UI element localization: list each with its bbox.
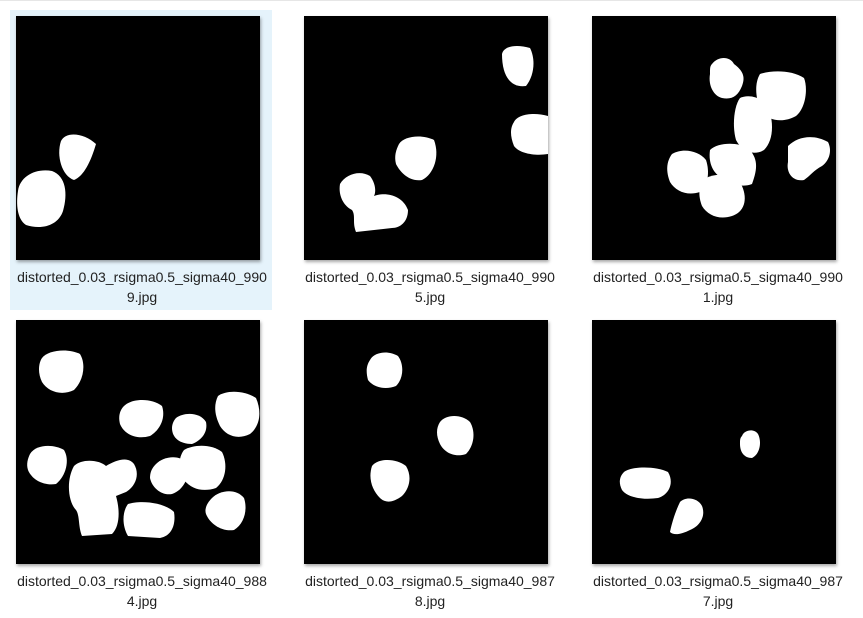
file-item[interactable]: distorted_0.03_rsigma0.5_sigma40_987 7.j…	[586, 314, 848, 614]
image-thumbnail	[592, 320, 836, 564]
image-thumbnail	[592, 16, 836, 260]
file-item[interactable]: distorted_0.03_rsigma0.5_sigma40_990 9.j…	[10, 10, 272, 310]
image-thumbnail	[304, 16, 548, 260]
mask-image	[366, 352, 474, 502]
image-thumbnail	[304, 320, 548, 564]
file-item[interactable]: distorted_0.03_rsigma0.5_sigma40_990 5.j…	[298, 10, 560, 310]
mask-image	[619, 430, 760, 535]
file-name: distorted_0.03_rsigma0.5_sigma40_990 1.j…	[593, 269, 843, 305]
file-name: distorted_0.03_rsigma0.5_sigma40_990 5.j…	[305, 269, 555, 305]
file-name: distorted_0.03_rsigma0.5_sigma40_988 4.j…	[17, 573, 267, 609]
file-item[interactable]: distorted_0.03_rsigma0.5_sigma40_990 1.j…	[586, 10, 848, 310]
window-top-border	[0, 0, 863, 1]
file-name: distorted_0.03_rsigma0.5_sigma40_987 8.j…	[305, 573, 555, 609]
image-thumbnail	[16, 320, 260, 564]
mask-image	[667, 58, 830, 218]
image-thumbnail	[16, 16, 260, 260]
file-name: distorted_0.03_rsigma0.5_sigma40_987 7.j…	[593, 573, 843, 609]
mask-image	[17, 134, 96, 228]
file-name: distorted_0.03_rsigma0.5_sigma40_990 9.j…	[17, 269, 267, 305]
file-item[interactable]: distorted_0.03_rsigma0.5_sigma40_988 4.j…	[10, 314, 272, 614]
file-item[interactable]: distorted_0.03_rsigma0.5_sigma40_987 8.j…	[298, 314, 560, 614]
mask-image	[27, 350, 260, 538]
mask-image	[339, 46, 548, 232]
